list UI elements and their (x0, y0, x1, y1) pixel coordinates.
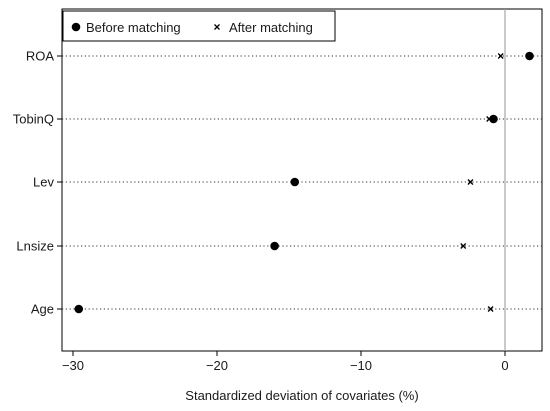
x-tick-label: −20 (206, 358, 228, 373)
y-tick-label-lev: Lev (33, 175, 54, 190)
legend-before-marker (71, 22, 81, 32)
legend-after-marker (214, 24, 220, 30)
before-matching-point-roa (525, 51, 534, 61)
y-axis-tick-labels: ROA TobinQ Lev Lnsize Age (13, 49, 62, 317)
x-tick-label: −30 (62, 358, 84, 373)
data-marks (74, 51, 534, 314)
y-tick-label-roa: ROA (26, 49, 55, 64)
after-matching-point-lev (467, 179, 474, 185)
after-matching-point-lnsize (460, 243, 467, 249)
x-axis-label: Standardized deviation of covariates (%) (185, 388, 418, 403)
before-matching-point-lev (290, 177, 300, 187)
x-tick-label: −10 (350, 358, 372, 373)
x-axis: −30 −20 −10 0 (62, 351, 509, 373)
after-matching-point-roa (497, 53, 504, 59)
after-matching-point-age (487, 306, 494, 312)
y-tick-label-lnsize: Lnsize (16, 239, 54, 254)
plot-frame (61, 8, 543, 352)
gridlines (62, 55, 542, 310)
legend-after-label: After matching (229, 20, 313, 35)
legend-box (62, 10, 336, 42)
legend-before-label: Before matching (86, 20, 181, 35)
before-matching-point-lnsize (270, 241, 279, 251)
before-matching-point-age (74, 304, 84, 314)
y-tick-label-age: Age (31, 302, 54, 317)
x-tick-label: 0 (501, 358, 508, 373)
y-tick-label-tobinq: TobinQ (13, 112, 54, 127)
legend: Before matching After matching (62, 10, 336, 42)
before-matching-point-tobinq (489, 114, 498, 124)
